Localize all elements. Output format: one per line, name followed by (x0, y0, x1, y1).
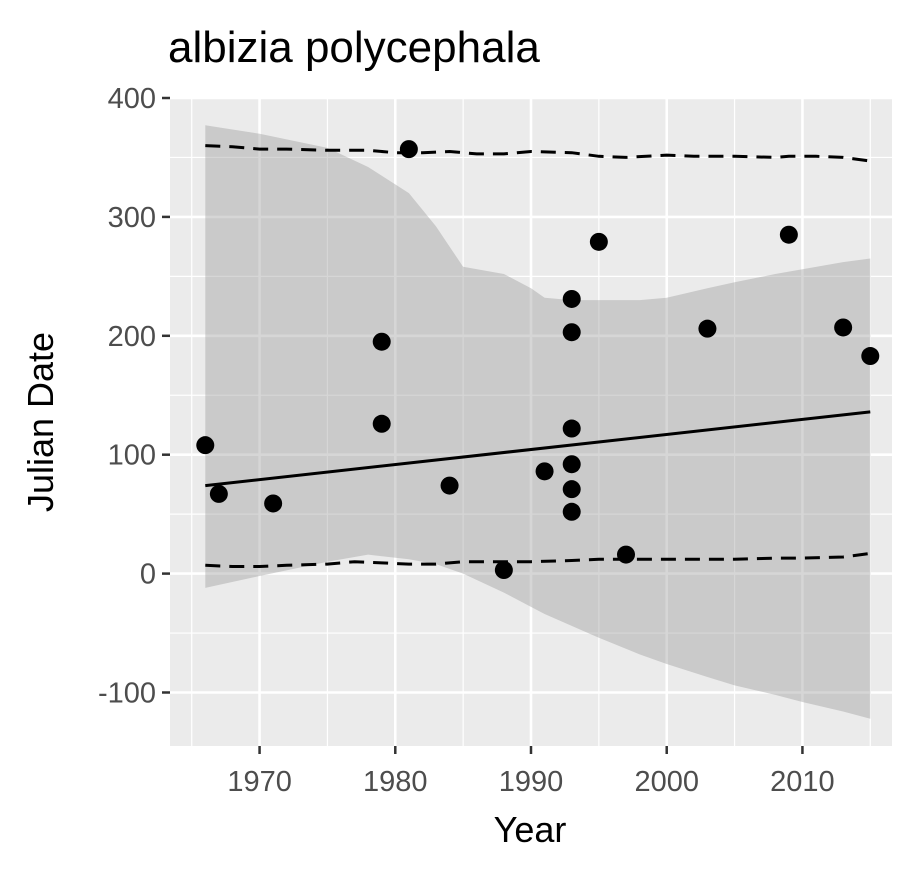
x-tick-label: 1970 (227, 766, 292, 798)
y-tick-label: -100 (98, 677, 156, 709)
major-gridlines (170, 96, 892, 746)
regression-line (205, 410, 871, 488)
y-tick-label: 300 (108, 202, 156, 234)
data-point (209, 484, 228, 503)
data-point (440, 476, 459, 495)
data-point (861, 347, 880, 366)
y-axis-title: Julian Date (20, 332, 61, 512)
data-point (494, 561, 513, 580)
data-point (589, 232, 608, 251)
y-tick-label: 400 (108, 83, 156, 115)
data-point (399, 140, 418, 159)
data-point (562, 419, 581, 438)
data-point (372, 332, 391, 351)
data-point (562, 323, 581, 342)
x-tick-label: 1990 (499, 766, 564, 798)
data-point (264, 494, 283, 513)
data-point (698, 319, 717, 338)
data-point (562, 480, 581, 499)
x-tick-label: 2010 (770, 766, 835, 798)
y-tick-label: 100 (108, 440, 156, 472)
x-axis-ticks: 1970 1980 1990 2000 2010 (227, 746, 835, 798)
data-point (779, 225, 798, 244)
data-point (617, 545, 635, 564)
lower-dashed-line (205, 551, 871, 568)
data-point (562, 502, 581, 521)
x-tick-label: 1980 (363, 766, 428, 798)
x-axis-title: Year (494, 809, 567, 850)
data-points (196, 140, 880, 580)
confidence-band (205, 125, 871, 719)
upper-dashed-line (205, 144, 871, 163)
y-axis-ticks: -100 0 100 200 300 400 (98, 83, 170, 709)
y-tick-label: 200 (108, 321, 156, 353)
data-point (834, 318, 853, 337)
data-point (562, 289, 581, 308)
y-tick-label: 0 (140, 559, 156, 591)
data-point (372, 414, 391, 433)
data-point (535, 462, 554, 481)
data-point (562, 455, 581, 474)
data-point (196, 436, 215, 455)
chart-title: albizia polycephala (168, 23, 540, 72)
x-tick-label: 2000 (634, 766, 699, 798)
